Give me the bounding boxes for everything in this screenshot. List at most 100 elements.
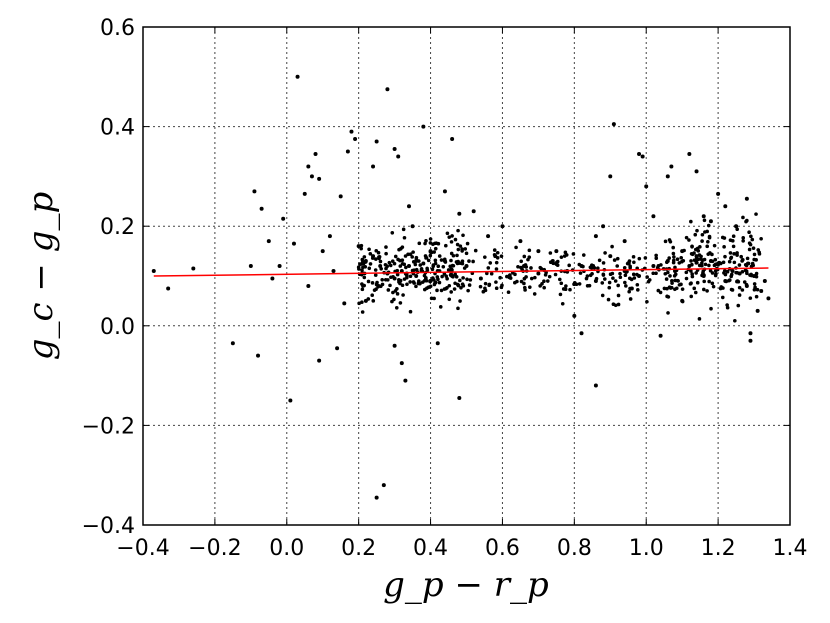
scatter-point [707,234,712,239]
scatter-point [417,281,422,286]
scatter-point [460,247,464,251]
scatter-point [478,276,483,281]
scatter-point [428,237,433,241]
scatter-point [441,264,446,269]
scatter-point [695,260,699,265]
scatter-point [522,254,527,259]
scatter-point [360,310,365,314]
scatter-point [559,281,564,286]
scatter-point [622,265,627,270]
scatter-point [593,383,598,388]
scatter-point [449,290,454,294]
scatter-point [463,247,468,251]
scatter-point [748,296,753,300]
scatter-point [663,239,668,244]
scatter-point [637,256,642,261]
scatter-point [507,274,512,278]
scatter-point [495,250,500,255]
scatter-point [428,249,433,254]
scatter-point [749,234,753,239]
scatter-point [522,276,527,281]
scatter-point [750,237,755,242]
scatter-point [667,256,671,260]
x-tick-label: 0.6 [485,536,520,561]
scatter-point [486,234,491,239]
scatter-point [447,235,452,239]
scatter-point [361,265,365,270]
scatter-point [367,266,372,271]
scatter-point [554,249,559,254]
scatter-point [317,176,322,181]
scatter-point [471,209,476,214]
scatter-point [499,254,504,258]
scatter-point [697,317,702,321]
scatter-point [628,265,632,270]
scatter-point [428,284,433,289]
scatter-point [522,264,527,269]
scatter-point [516,265,520,269]
scatter-point [327,234,332,239]
scatter-point [745,256,750,261]
scatter-point [701,274,706,278]
scatter-point [689,259,693,263]
scatter-point [750,261,755,266]
scatter-point [662,286,667,291]
scatter-point [370,281,375,285]
scatter-point [651,264,656,269]
scatter-point [528,285,532,289]
scatter-point [754,294,759,299]
scatter-point [536,249,541,254]
scatter-point [401,227,406,232]
scatter-point [360,268,364,272]
scatter-point [436,264,441,268]
scatter-point [473,248,478,253]
scatter-point [398,258,402,263]
scatter-point [689,251,694,256]
scatter-point [445,231,450,236]
scatter-point [374,495,379,500]
scatter-point [468,278,473,282]
x-tick-label: 1.0 [629,536,664,561]
scatter-point [749,272,753,277]
scatter-point [527,248,532,253]
scatter-point [414,267,419,272]
scatter-point [744,283,749,288]
scatter-point [539,266,544,271]
scatter-point [447,283,452,288]
scatter-point [356,244,361,249]
scatter-point [695,228,699,233]
scatter-point [455,242,460,247]
scatter-point [362,275,367,280]
scatter-point [727,259,732,264]
scatter-point [616,293,621,298]
scatter-point [567,263,571,268]
scatter-point [522,281,526,286]
scatter-point [456,283,461,288]
scatter-point [455,253,459,258]
scatter-point [403,254,408,258]
scatter-point [613,279,618,283]
scatter-point [385,87,390,92]
scatter-point [687,264,692,269]
scatter-point [651,214,656,219]
scatter-point [550,259,555,264]
scatter-point [458,278,462,283]
scatter-point [428,278,433,283]
scatter-point [388,283,392,288]
scatter-point [536,271,541,276]
scatter-point [553,272,558,277]
scatter-point [608,174,613,179]
scatter-point [616,302,621,307]
scatter-point [437,280,442,285]
scatter-point [747,247,752,252]
scatter-point [680,287,685,291]
scatter-point [277,264,282,269]
scatter-point [754,258,758,262]
x-tick-label: 0.0 [269,536,304,561]
scatter-point [406,264,411,269]
scatter-point [645,299,649,304]
scatter-point [378,264,383,269]
scatter-point [695,280,700,285]
scatter-point [458,244,463,248]
scatter-point [456,228,460,233]
